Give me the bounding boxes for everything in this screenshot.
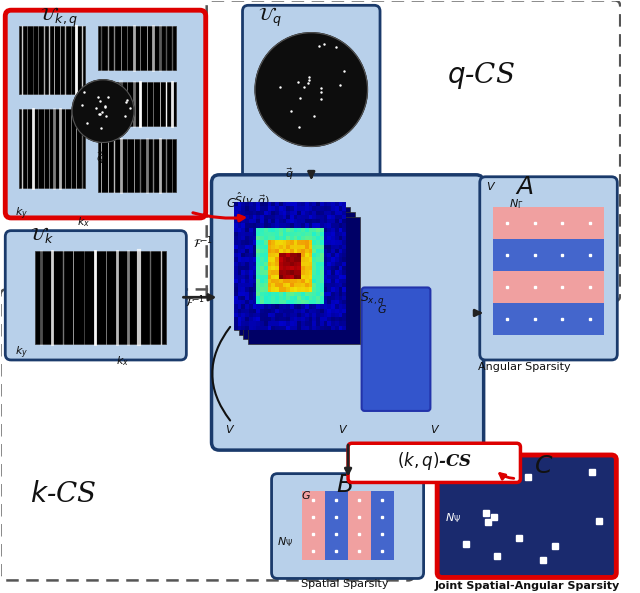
Text: $N_\Gamma$: $N_\Gamma$ (462, 468, 477, 482)
Text: $N_\Gamma$: $N_\Gamma$ (509, 197, 524, 211)
FancyBboxPatch shape (5, 231, 186, 360)
Text: $\mathcal{F}^{-1}$: $\mathcal{F}^{-1}$ (186, 294, 205, 310)
Text: $V$: $V$ (430, 423, 441, 435)
Text: $G$: $G$ (226, 197, 237, 211)
Text: $N_\Psi$: $N_\Psi$ (277, 535, 294, 549)
Bar (348, 491, 371, 560)
Bar (98, 26, 176, 70)
Text: $k$-CS: $k$-CS (31, 482, 97, 508)
Bar (239, 207, 350, 334)
FancyBboxPatch shape (212, 175, 484, 450)
Bar (493, 239, 604, 271)
FancyBboxPatch shape (271, 474, 424, 578)
Circle shape (72, 80, 134, 142)
Text: $k_x$: $k_x$ (116, 354, 129, 368)
Bar (493, 302, 604, 334)
Text: $\mathcal{U}_{k,q}$: $\mathcal{U}_{k,q}$ (40, 7, 78, 30)
Circle shape (255, 33, 367, 146)
FancyBboxPatch shape (437, 455, 616, 578)
Bar (301, 491, 324, 560)
Bar (35, 251, 166, 345)
FancyBboxPatch shape (5, 10, 205, 218)
Text: $\vec{q}$: $\vec{q}$ (96, 150, 105, 166)
FancyBboxPatch shape (348, 443, 520, 483)
Bar (493, 207, 604, 239)
Text: $\vec{q}$: $\vec{q}$ (285, 166, 294, 181)
FancyBboxPatch shape (243, 5, 380, 178)
Bar (243, 212, 355, 339)
Text: Spatial Sparsity: Spatial Sparsity (301, 579, 389, 589)
Text: $V$: $V$ (225, 423, 236, 435)
Bar (371, 491, 394, 560)
Bar (19, 26, 84, 94)
Text: $k_y$: $k_y$ (15, 345, 28, 361)
Bar (493, 271, 604, 302)
FancyBboxPatch shape (480, 177, 618, 360)
Text: $G$: $G$ (301, 489, 312, 501)
Text: $\mathcal{U}_{q}$: $\mathcal{U}_{q}$ (258, 5, 282, 28)
Text: $k_x$: $k_x$ (77, 215, 90, 229)
Bar (98, 139, 176, 193)
Bar (324, 491, 348, 560)
Bar (19, 109, 84, 187)
Text: $G$: $G$ (377, 303, 387, 315)
Text: $C$: $C$ (534, 455, 554, 478)
Text: $\mathcal{F}^{-1}$: $\mathcal{F}^{-1}$ (193, 235, 213, 251)
Text: $B$: $B$ (337, 474, 354, 496)
Text: $\mathcal{U}_{k}$: $\mathcal{U}_{k}$ (31, 225, 55, 245)
Text: $V$: $V$ (339, 423, 349, 435)
Bar (234, 202, 345, 330)
Text: $(k,q)$-CS: $(k,q)$-CS (397, 450, 472, 472)
Text: $A$: $A$ (515, 176, 534, 199)
Text: $V$: $V$ (486, 180, 496, 192)
Text: $S_{x,q}$: $S_{x,q}$ (360, 291, 385, 307)
FancyBboxPatch shape (362, 288, 430, 411)
Text: $q$-CS: $q$-CS (447, 60, 515, 91)
Text: $N_\Psi$: $N_\Psi$ (445, 511, 461, 525)
Bar (98, 82, 176, 126)
Bar (248, 217, 360, 345)
Text: Joint Spatial-Angular Sparsity: Joint Spatial-Angular Sparsity (435, 581, 620, 591)
Text: $\hat{S}(v,\vec{q})$: $\hat{S}(v,\vec{q})$ (234, 190, 270, 209)
Text: Angular Sparsity: Angular Sparsity (478, 362, 571, 372)
Text: $k_y$: $k_y$ (15, 205, 28, 222)
